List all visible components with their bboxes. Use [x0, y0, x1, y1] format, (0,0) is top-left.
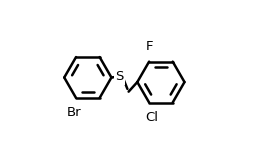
Text: Br: Br — [67, 106, 82, 119]
Text: S: S — [116, 70, 124, 83]
Text: Cl: Cl — [146, 111, 159, 124]
Text: F: F — [145, 40, 153, 53]
